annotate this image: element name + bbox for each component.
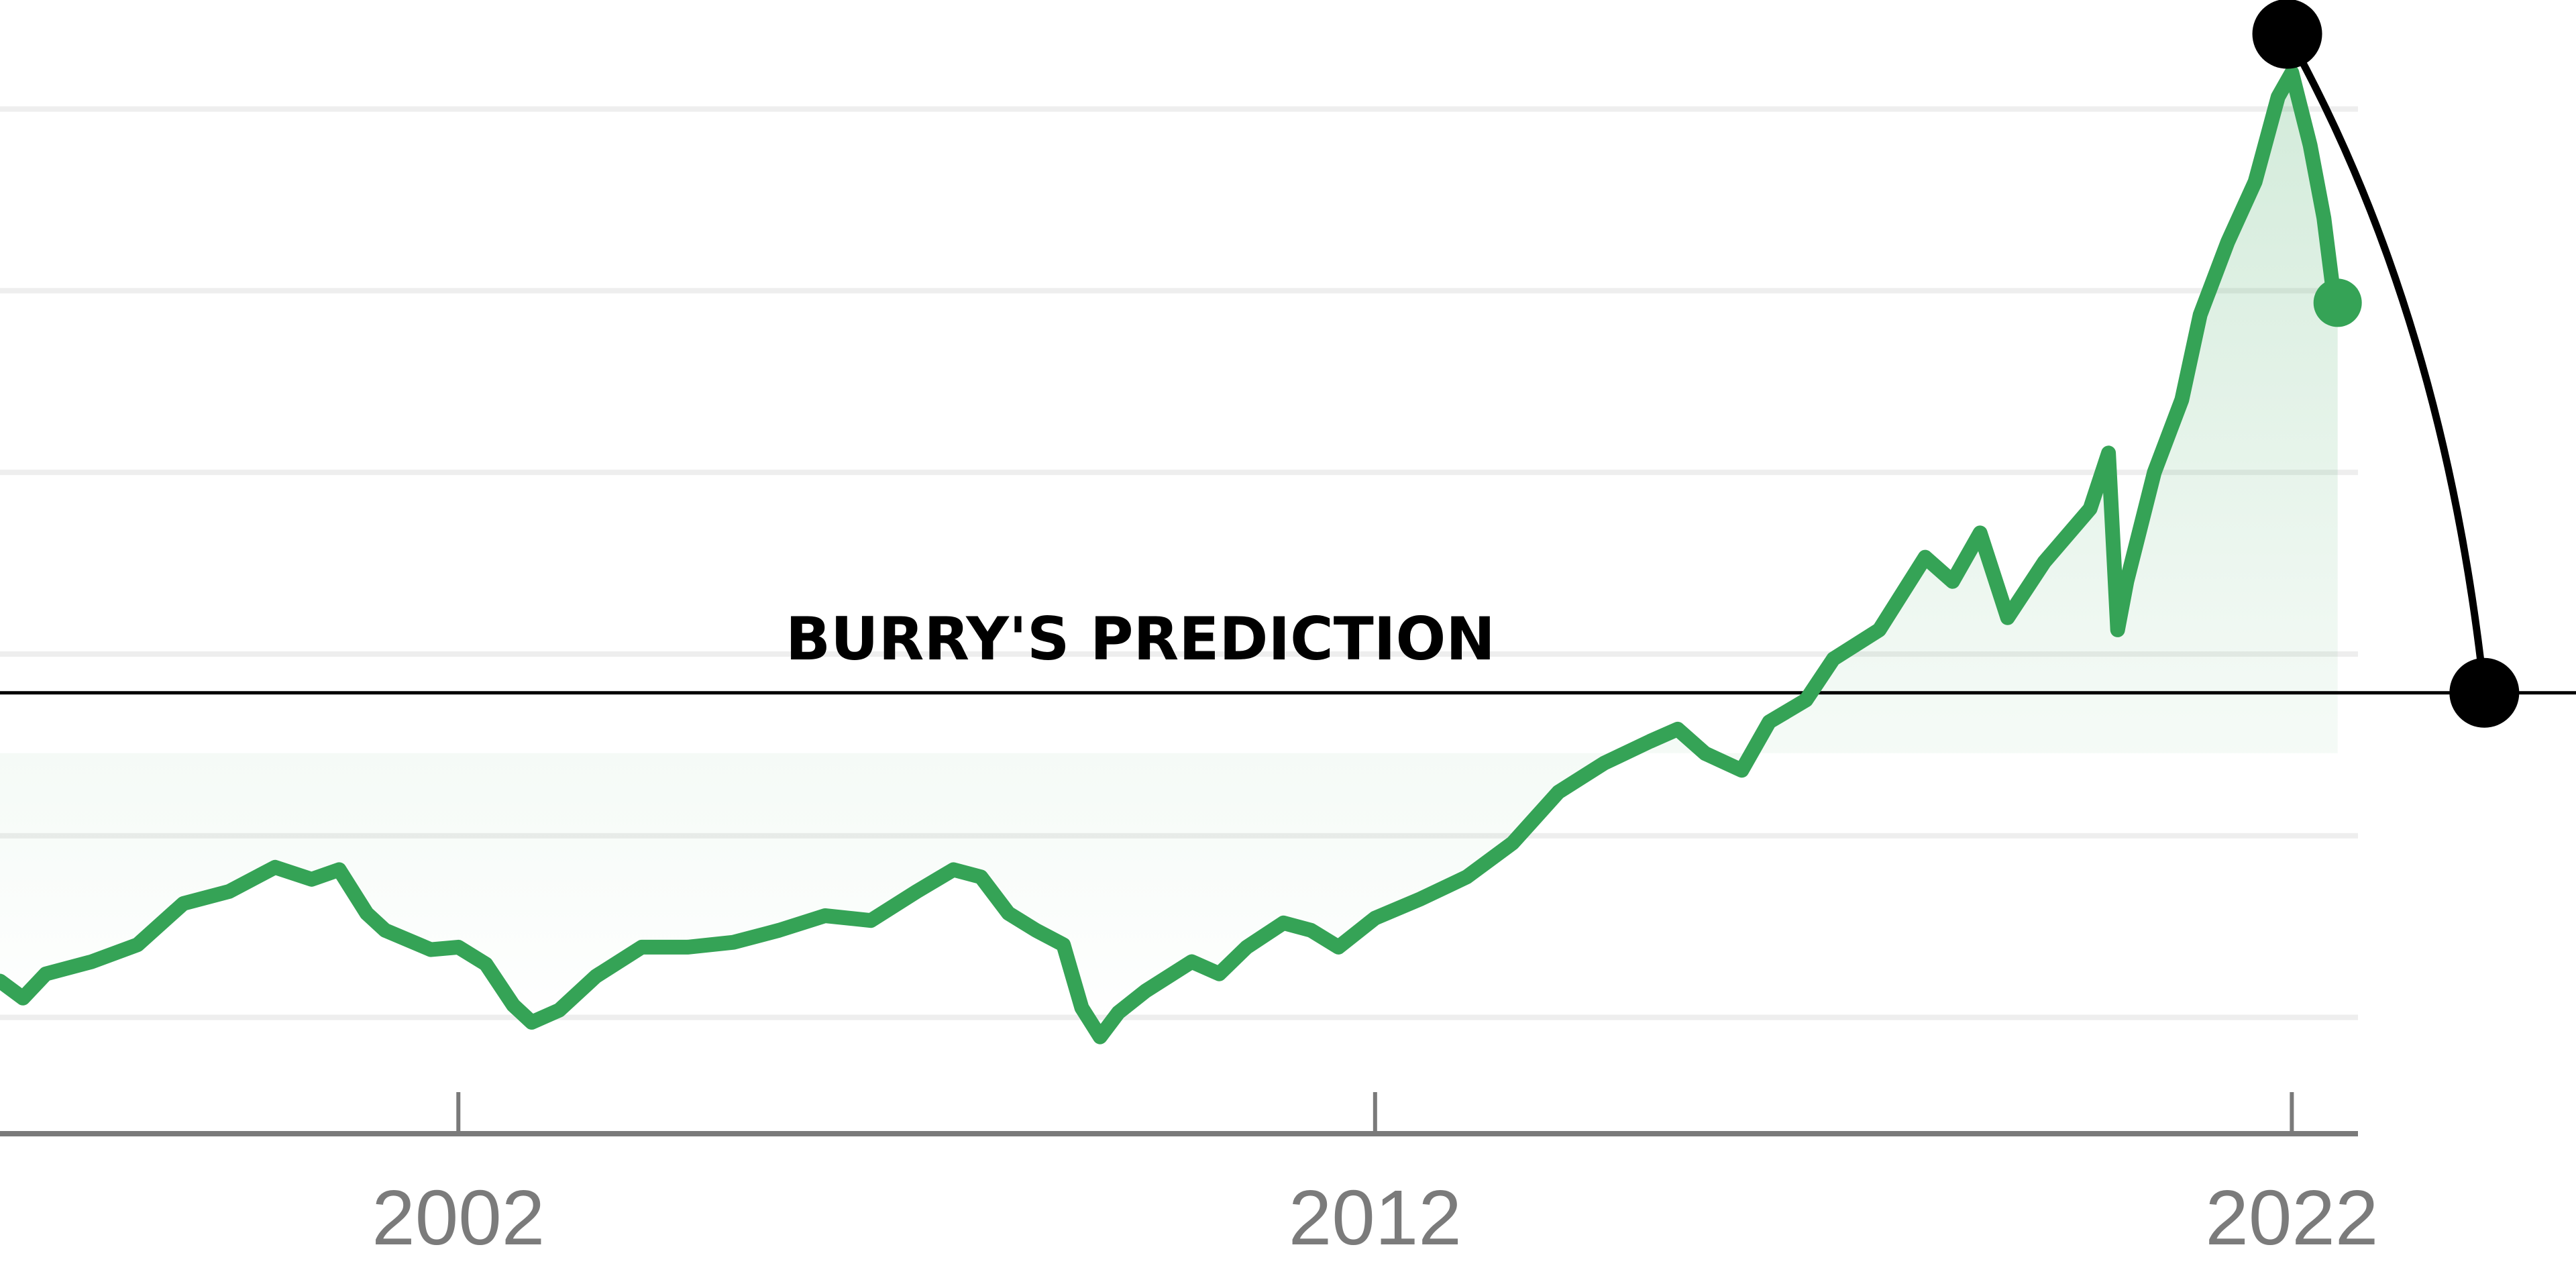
series-area: [0, 72, 2338, 1037]
x-tick-label: 2012: [1289, 1174, 1462, 1261]
peak-marker: [2252, 0, 2322, 69]
series-layer: [0, 65, 2345, 1044]
area-layer: [0, 72, 2338, 1037]
x-tick-label: 2002: [372, 1174, 545, 1261]
annotation-layer: [2252, 0, 2520, 728]
crash-arc: [2284, 32, 2488, 694]
prediction-label: BURRY'S PREDICTION: [786, 604, 1495, 674]
x-axis: 2002 2012 2022: [0, 1092, 2378, 1261]
series-line: [0, 65, 2345, 1044]
prediction-layer: BURRY'S PREDICTION: [0, 604, 2576, 695]
latest-value-marker: [2313, 278, 2362, 327]
x-tick-label: 2022: [2205, 1174, 2378, 1261]
prediction-target-marker: [2449, 657, 2520, 728]
